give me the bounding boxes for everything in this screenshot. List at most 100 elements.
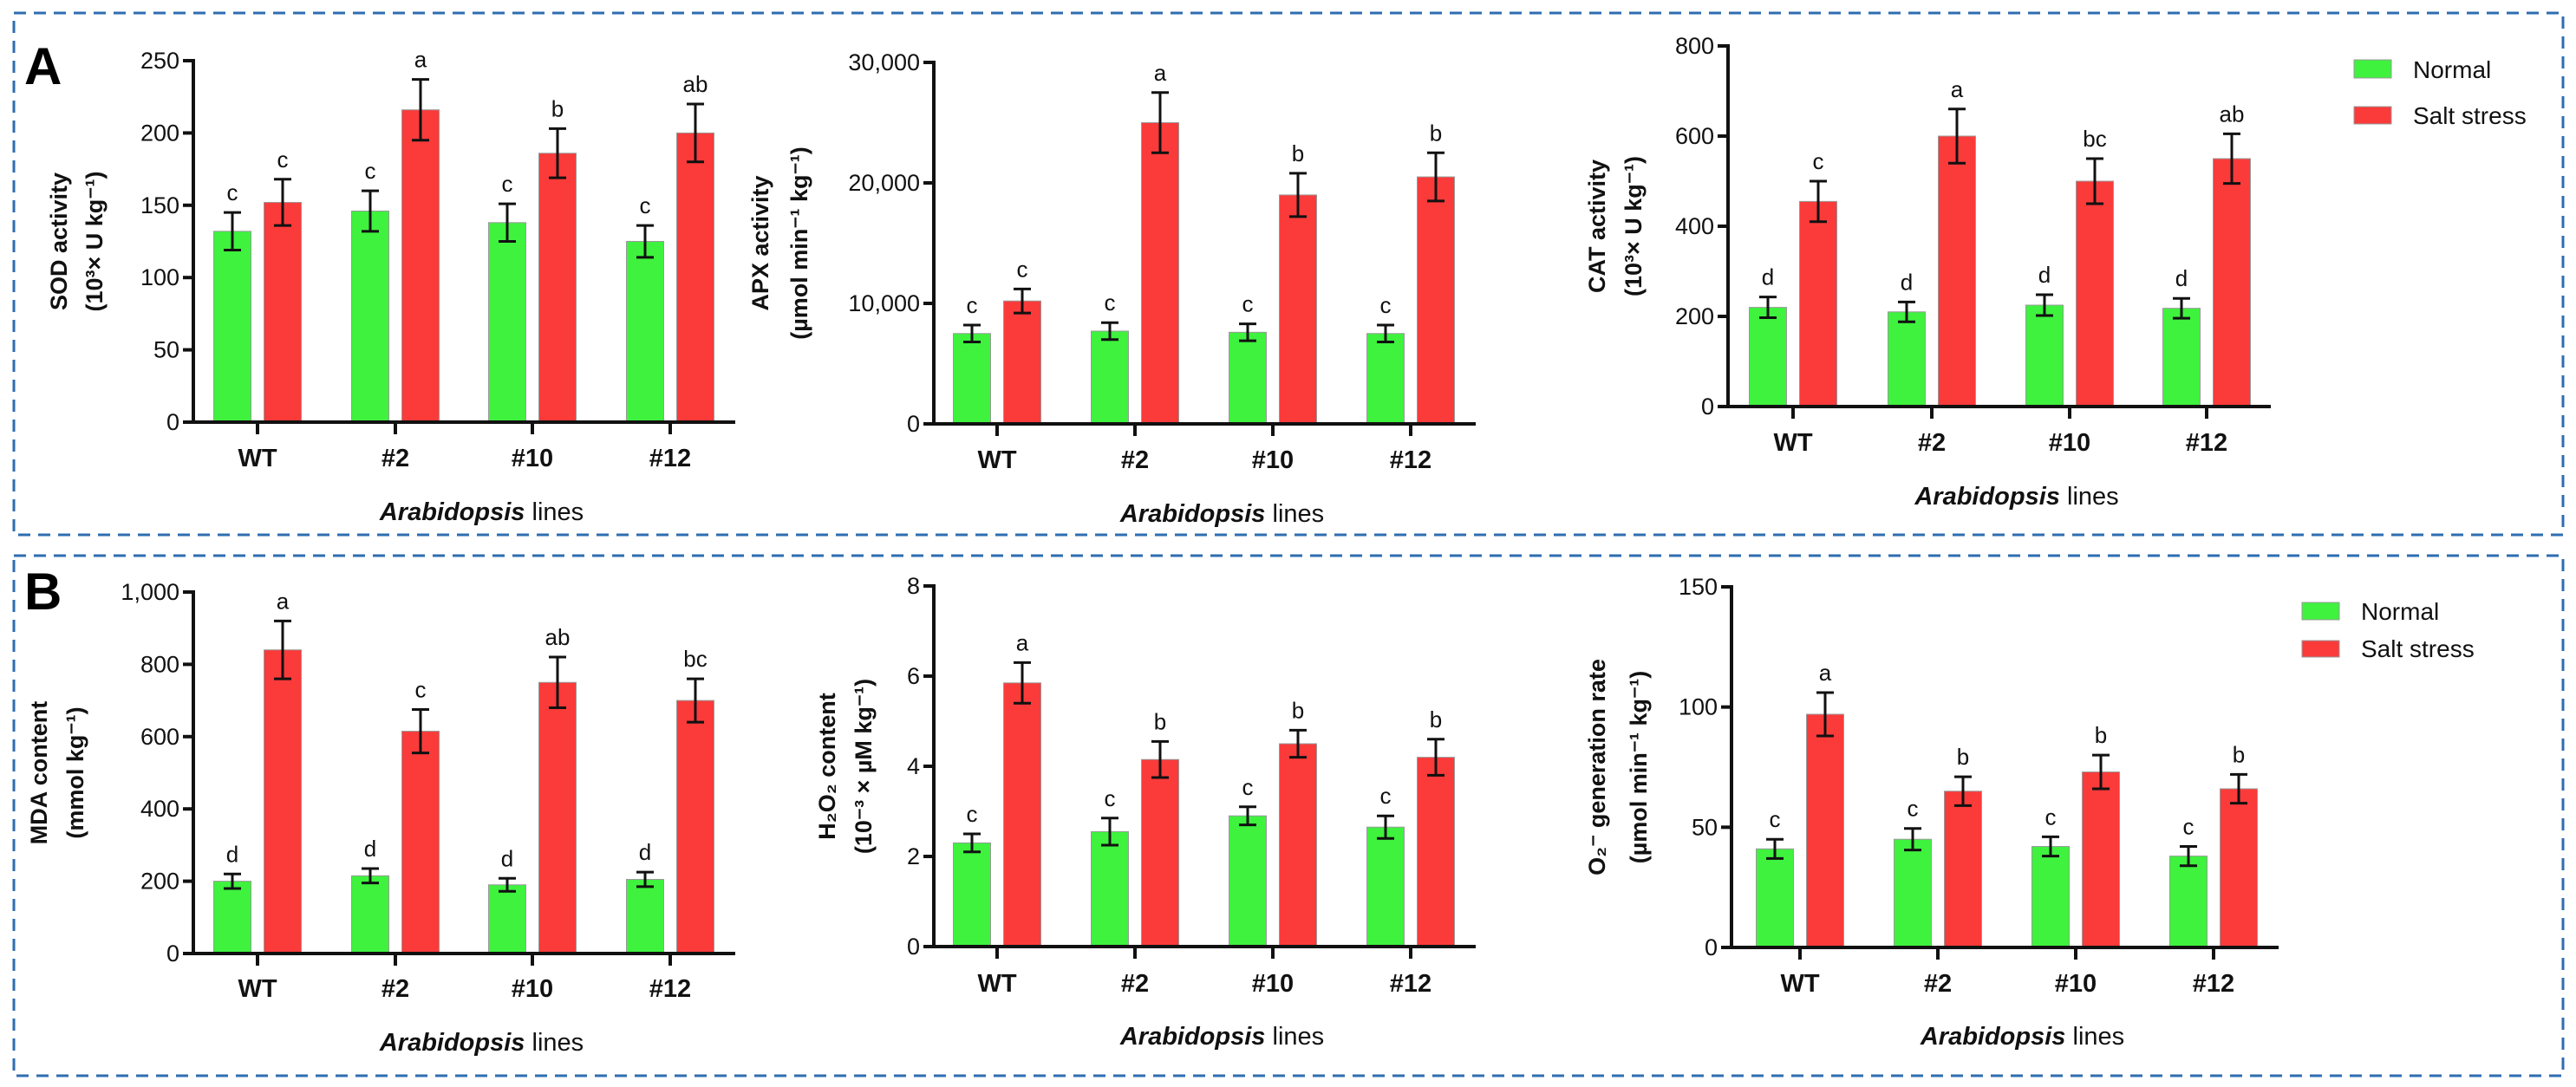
significance-letter: c [1813, 148, 1824, 174]
y-tick-label: 20,000 [848, 170, 920, 196]
significance-letter: c [1242, 774, 1254, 800]
error-bar [499, 202, 516, 243]
x-tick-label: WT [977, 970, 1016, 998]
bar-salt-#2 [1944, 791, 1982, 948]
bar-salt-WT [1003, 300, 1041, 425]
significance-letter: b [551, 95, 564, 121]
x-tick-label: #12 [649, 445, 691, 472]
bar-salt-#10 [2076, 180, 2114, 407]
significance-letter: a [414, 47, 427, 73]
error-bar [1427, 151, 1445, 203]
y-axis-title: H₂O₂ content [814, 693, 840, 840]
significance-letter: b [1957, 744, 1969, 770]
chart-4: c c c c a b b b 0 2 4 6 8 WT #2 #10 #12 H₂O₂ content (10⁻³… [814, 573, 1476, 1051]
y-tick-label: 200 [140, 869, 179, 895]
y-tick-label: 250 [140, 48, 179, 74]
y-tick-label: 100 [140, 264, 179, 290]
x-tick-label: #12 [2193, 970, 2234, 998]
error-bar [1898, 300, 1915, 323]
error-bar [1239, 322, 1256, 342]
error-bar [2180, 845, 2197, 868]
error-bar [1766, 837, 1784, 860]
significance-letter: d [226, 841, 238, 867]
bar-salt-#10 [1279, 743, 1317, 947]
legend-swatch-normal [2301, 602, 2340, 621]
significance-letter: a [277, 588, 290, 614]
bar-salt-#2 [1938, 135, 1976, 407]
error-bar [274, 178, 291, 227]
significance-letter: b [1292, 697, 1304, 723]
significance-letter: c [1380, 292, 1392, 318]
y-tick-label: 100 [1679, 694, 1718, 720]
error-bar [412, 708, 429, 755]
error-bar [1948, 107, 1966, 165]
legend-label-salt: Salt stress [2361, 635, 2475, 662]
y-axis-title: MDA content [26, 701, 52, 844]
y-tick-label: 150 [1679, 574, 1718, 600]
significance-letter: a [1819, 660, 1832, 686]
chart-5: c c c c a b b b 0 50 100 150 WT #2 #10 #12 O₂⁻ generatio… [1584, 574, 2279, 1051]
error-bar [636, 224, 654, 259]
bar-salt-#2 [1141, 758, 1179, 947]
y-tick-label: 800 [140, 651, 179, 677]
significance-letter: d [1762, 264, 1774, 290]
y-axis-unit: (10³× U kg⁻¹) [82, 171, 108, 311]
x-tick-label: #2 [1924, 970, 1952, 998]
x-axis-title: Arabidopsis lines [1119, 500, 1324, 528]
y-tick-label: 600 [1675, 123, 1714, 149]
bar-normal-WT [953, 842, 991, 947]
significance-letter: c [1017, 256, 1028, 282]
bar-salt-#2 [401, 109, 440, 423]
significance-letter: d [364, 836, 376, 862]
bar-salt-WT [264, 649, 302, 954]
x-axis-title-italic: Arabidopsis [1119, 500, 1266, 528]
x-axis-title-rest: lines [2065, 1023, 2124, 1051]
bar-normal-#12 [626, 241, 664, 423]
error-bar [224, 872, 241, 890]
bar-normal-#12 [2162, 308, 2201, 407]
legend-label-normal: Normal [2361, 598, 2439, 625]
error-bar [687, 677, 704, 724]
x-tick-label: #2 [382, 445, 409, 472]
x-axis-title: Arabidopsis lines [1119, 1023, 1324, 1051]
significance-letter: c [502, 171, 513, 197]
significance-letter: b [1292, 140, 1304, 166]
significance-letter: ab [683, 71, 708, 97]
x-tick-label: #12 [1390, 446, 1431, 474]
bar-salt-WT [264, 201, 302, 423]
y-axis-title: SOD activity [46, 172, 72, 310]
significance-letter: d [639, 839, 651, 865]
y-tick-label: 30,000 [848, 49, 920, 75]
significance-letter: bc [2083, 126, 2106, 152]
bar-normal-WT [953, 333, 991, 425]
bar-normal-#10 [2031, 846, 2070, 948]
x-tick-label: #10 [512, 445, 553, 472]
significance-letter: b [1430, 706, 1442, 732]
significance-letter: b [1154, 708, 1166, 734]
significance-letter: c [415, 677, 427, 703]
y-tick-label: 4 [907, 753, 920, 779]
error-bar [1904, 827, 1921, 852]
x-tick-label: #10 [1252, 970, 1294, 998]
error-bar [1289, 172, 1307, 218]
legend-swatch-normal [2353, 59, 2392, 79]
error-bar [1014, 661, 1031, 705]
y-tick-label: 8 [907, 573, 920, 599]
error-bar [2092, 753, 2110, 791]
y-tick-label: 10,000 [848, 290, 920, 316]
significance-letter: c [227, 179, 238, 205]
bar-normal-WT [213, 231, 251, 423]
y-axis-title: APX activity [747, 175, 773, 310]
chart-3: d d d d a c ab bc 0 200 400 600 800 1,000 WT #2 #10 #12 MD… [26, 579, 735, 1057]
y-axis-unit: (µmol min⁻¹ kg⁻¹) [1626, 671, 1652, 864]
bar-normal-#2 [1894, 838, 1932, 948]
chart-2: d d d d c a bc ab 0 200 400 600 800 WT #2 #10 #12 CAT act… [1584, 33, 2271, 511]
error-bar [1759, 296, 1777, 320]
significance-letter: c [1242, 291, 1254, 317]
x-axis-title-rest: lines [525, 1029, 584, 1057]
significance-letter: c [365, 158, 376, 184]
significance-letter: a [1016, 629, 1029, 655]
significance-letter: c [1908, 796, 1919, 822]
